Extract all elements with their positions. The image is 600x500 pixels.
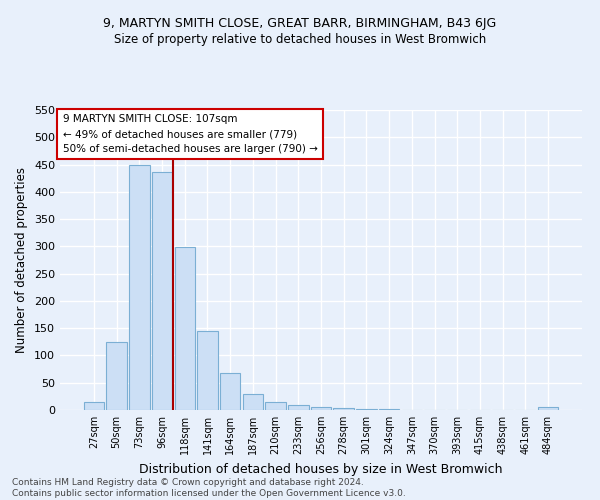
- Bar: [84, 402, 104, 410]
- Bar: [175, 248, 195, 410]
- Bar: [334, 408, 354, 410]
- Bar: [152, 172, 172, 410]
- Text: Size of property relative to detached houses in West Bromwich: Size of property relative to detached ho…: [114, 32, 486, 46]
- Bar: [288, 405, 308, 410]
- Bar: [242, 394, 263, 410]
- Text: 9, MARTYN SMITH CLOSE, GREAT BARR, BIRMINGHAM, B43 6JG: 9, MARTYN SMITH CLOSE, GREAT BARR, BIRMI…: [103, 18, 497, 30]
- Bar: [311, 408, 331, 410]
- Bar: [265, 402, 286, 410]
- Text: Contains HM Land Registry data © Crown copyright and database right 2024.
Contai: Contains HM Land Registry data © Crown c…: [12, 478, 406, 498]
- Bar: [129, 165, 149, 410]
- Bar: [106, 342, 127, 410]
- Bar: [220, 373, 241, 410]
- Text: 9 MARTYN SMITH CLOSE: 107sqm
← 49% of detached houses are smaller (779)
50% of s: 9 MARTYN SMITH CLOSE: 107sqm ← 49% of de…: [62, 114, 317, 154]
- Bar: [197, 331, 218, 410]
- Y-axis label: Number of detached properties: Number of detached properties: [16, 167, 28, 353]
- Bar: [538, 408, 558, 410]
- X-axis label: Distribution of detached houses by size in West Bromwich: Distribution of detached houses by size …: [139, 462, 503, 475]
